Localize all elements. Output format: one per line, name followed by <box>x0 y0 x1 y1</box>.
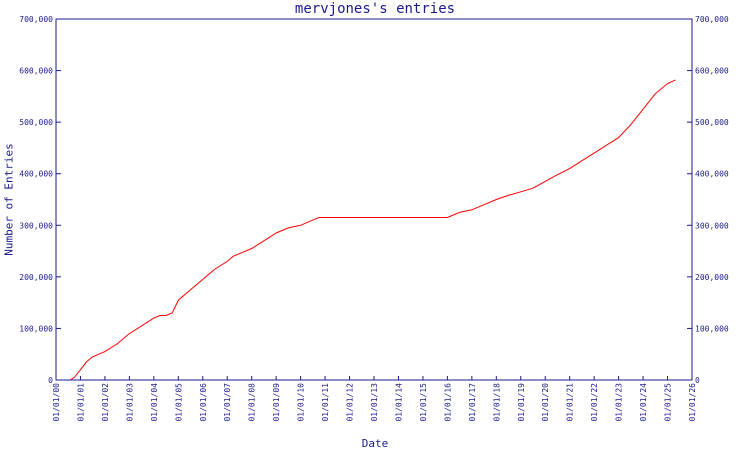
x-tick-label: 01/01/10 <box>297 383 306 422</box>
chart-title: mervjones's entries <box>294 1 456 17</box>
y-tick-label-left: 600,000 <box>19 67 53 76</box>
y-tick-label-right: 400,000 <box>695 170 729 179</box>
x-tick-label: 01/01/16 <box>443 383 452 422</box>
x-tick-label: 01/01/24 <box>639 383 648 422</box>
y-tick-label-left: 500,000 <box>19 118 53 127</box>
y-axis-left: 0 100,000 200,000 300,000 400,000 500,000 600,… <box>19 15 61 385</box>
x-tick-label: 01/01/21 <box>566 383 575 422</box>
y-tick-label-right: 300,000 <box>695 221 729 230</box>
x-tick-label: 01/01/05 <box>174 383 183 422</box>
y-tick-label-left: 100,000 <box>19 324 53 333</box>
x-tick-label: 01/01/17 <box>468 383 477 422</box>
x-tick-label: 01/01/14 <box>394 383 403 422</box>
y-tick-label-left: 700,000 <box>19 15 53 24</box>
x-tick-label: 01/01/23 <box>615 383 624 422</box>
x-tick-label: 01/01/04 <box>150 383 159 422</box>
x-tick-label: 01/01/09 <box>272 383 281 422</box>
x-tick-label: 01/01/20 <box>541 383 550 422</box>
y-tick-label-left: 0 <box>48 376 53 385</box>
x-tick-label: 01/01/19 <box>517 383 526 422</box>
x-tick-label: 01/01/06 <box>199 383 208 422</box>
x-tick-label: 01/01/25 <box>664 383 673 422</box>
y-axis-right: 0 100,000 200,000 300,000 400,000 500,000 600,… <box>687 15 729 385</box>
y-tick-label-right: 600,000 <box>695 67 729 76</box>
x-tick-label: 01/01/15 <box>419 383 428 422</box>
y-tick-label-left: 400,000 <box>19 170 53 179</box>
x-tick-label: 01/01/13 <box>370 383 379 422</box>
series-line <box>70 79 676 381</box>
x-tick-label: 01/01/01 <box>76 383 85 422</box>
x-tick-label: 01/01/03 <box>125 383 134 422</box>
x-axis-label: Date <box>361 437 389 450</box>
x-tick-label: 01/01/18 <box>492 383 501 422</box>
x-tick-label: 01/01/07 <box>223 383 232 422</box>
x-tick-label: 01/01/02 <box>101 383 110 422</box>
x-tick-label: 01/01/08 <box>248 383 257 422</box>
x-tick-label: 01/01/00 <box>52 383 61 422</box>
x-tick-label: 01/01/26 <box>688 383 697 422</box>
y-tick-label-right: 700,000 <box>695 15 729 24</box>
x-tick-label: 01/01/12 <box>346 383 355 422</box>
x-tick-label: 01/01/22 <box>590 383 599 422</box>
y-tick-label-right: 100,000 <box>695 324 729 333</box>
y-tick-label-left: 200,000 <box>19 273 53 282</box>
plot-frame <box>55 18 693 381</box>
y-tick-label-left: 300,000 <box>19 221 53 230</box>
y-tick-label-right: 200,000 <box>695 273 729 282</box>
y-tick-label-right: 0 <box>695 376 700 385</box>
x-tick-label: 01/01/11 <box>321 383 330 422</box>
x-axis: 01/01/00 01/01/01 01/01/02 01/01/03 01/01/04… <box>52 376 697 422</box>
y-tick-label-right: 500,000 <box>695 118 729 127</box>
